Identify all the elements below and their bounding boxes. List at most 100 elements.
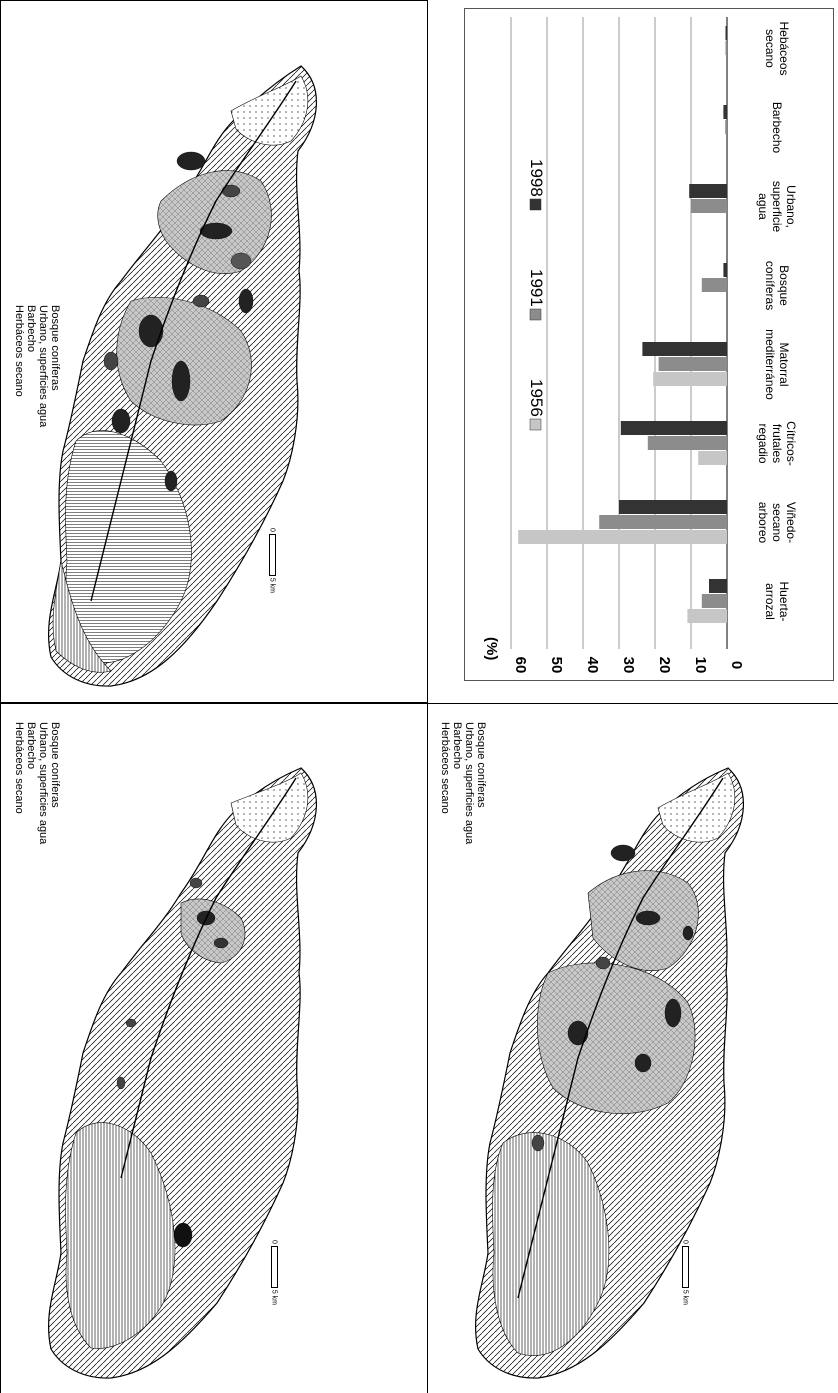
bar-1991-3 bbox=[658, 357, 727, 371]
tick-label: 60 bbox=[512, 657, 529, 674]
land-use-patch bbox=[111, 408, 131, 434]
category-label-line: Hebáceos bbox=[777, 21, 791, 75]
bar-1998-6 bbox=[723, 105, 727, 119]
legend-item-urbano: Urbano, superficies agua bbox=[463, 722, 475, 845]
y-axis-title: (%) bbox=[483, 637, 500, 660]
bar-1991-7 bbox=[725, 41, 727, 55]
map-panel-top bbox=[0, 0, 428, 703]
land-use-patch bbox=[192, 294, 210, 308]
bar-chart-svg: 0 10 20 30 40 50 60 (%) Huerta-arrozal Viñedo-sec… bbox=[483, 17, 798, 674]
tick-label: 0 bbox=[728, 661, 745, 669]
river-line bbox=[517, 777, 724, 1299]
map-panel-bottom-left bbox=[0, 703, 428, 1393]
scale-zero: 0 bbox=[268, 528, 276, 532]
scale-unit: km bbox=[268, 583, 276, 594]
legend-item-herbaceos: Herbáceos secano bbox=[439, 722, 451, 814]
category-label-line: arboreo bbox=[756, 502, 770, 544]
tick-label: 40 bbox=[584, 657, 601, 674]
bar-1991-1 bbox=[599, 515, 727, 529]
bar-1991-5 bbox=[691, 199, 727, 213]
legend-label-1956: 1956 bbox=[527, 379, 546, 417]
category-label-line: Huerta- bbox=[777, 581, 791, 621]
category-label-line: Matorral bbox=[777, 342, 791, 386]
legend-item-urbano: Urbano, superficies agua bbox=[37, 305, 49, 428]
scale-bar-bottom-left: 0 5 km bbox=[271, 1240, 278, 1305]
land-use-patch bbox=[230, 252, 252, 270]
bar-1998-3 bbox=[642, 342, 727, 356]
bar-1956-0 bbox=[687, 609, 727, 623]
scale-unit: km bbox=[681, 1295, 689, 1306]
land-use-map-top bbox=[48, 65, 318, 687]
land-use-patch bbox=[138, 314, 164, 348]
category-label-line: arrozal bbox=[763, 583, 777, 620]
tick-label: 30 bbox=[620, 657, 637, 674]
land-use-patch bbox=[664, 998, 682, 1028]
scale-bar-top: 0 5 km bbox=[269, 528, 276, 593]
land-use-patch bbox=[65, 1122, 176, 1349]
scale-zero: 0 bbox=[681, 1240, 689, 1244]
bar-1998-0 bbox=[709, 579, 727, 593]
bar-1956-3 bbox=[653, 372, 727, 386]
river-line bbox=[120, 777, 297, 1179]
land-use-bar-chart: 0 10 20 30 40 50 60 (%) Huerta-arrozal Viñedo-sec… bbox=[464, 8, 834, 681]
land-use-patch bbox=[595, 956, 611, 970]
tick-label: 20 bbox=[656, 657, 673, 674]
land-use-patch bbox=[199, 222, 233, 240]
legend-swatch-1956 bbox=[529, 418, 542, 431]
bar-1998-4 bbox=[723, 263, 727, 277]
scale-bar-box bbox=[271, 1245, 278, 1288]
land-use-patch bbox=[567, 1020, 589, 1046]
bar-1998-2 bbox=[620, 421, 727, 435]
legend-item-barbecho: Barbecho bbox=[25, 722, 37, 770]
land-use-patch bbox=[180, 898, 246, 964]
land-use-patch bbox=[173, 1222, 193, 1248]
legend-swatch-1991 bbox=[529, 308, 542, 321]
land-use-patch bbox=[635, 910, 661, 926]
scale-zero: 0 bbox=[270, 1240, 278, 1244]
land-use-patch bbox=[230, 75, 309, 146]
scale-bar-box bbox=[682, 1245, 689, 1288]
category-label-line: frutales bbox=[770, 424, 784, 463]
land-use-patch bbox=[634, 1053, 652, 1073]
map-legend-top: Bosque coníferas Urbano, superficies agu… bbox=[13, 305, 61, 427]
scale-five: 5 bbox=[681, 1289, 689, 1294]
bar-1991-6 bbox=[725, 120, 727, 134]
legend-item-bosque: Bosque coníferas bbox=[49, 722, 61, 808]
category-label-line: coníferas bbox=[763, 261, 777, 310]
scale-five: 5 bbox=[268, 577, 276, 582]
category-label: Huerta-arrozal bbox=[763, 581, 791, 621]
land-use-patch bbox=[682, 925, 694, 941]
tick-label: 50 bbox=[548, 657, 565, 674]
legend-item-barbecho: Barbecho bbox=[25, 305, 37, 353]
land-use-patch bbox=[492, 1132, 610, 1356]
category-label: Barbecho bbox=[770, 102, 784, 154]
bar-1956-1 bbox=[518, 530, 727, 544]
legend-label-1998: 1998 bbox=[527, 159, 546, 197]
bar-1998-7 bbox=[725, 26, 727, 40]
land-use-patch bbox=[537, 962, 696, 1114]
category-label-line: secano bbox=[770, 503, 784, 542]
land-use-patch bbox=[230, 772, 309, 843]
land-use-patch bbox=[65, 430, 192, 664]
category-label-line: secano bbox=[763, 29, 777, 68]
bar-1991-4 bbox=[701, 278, 727, 292]
land-use-patch bbox=[125, 1018, 137, 1028]
legend-item-bosque: Bosque coníferas bbox=[49, 305, 61, 391]
river-line bbox=[90, 80, 297, 602]
scale-bar-bottom-right: 0 5 km bbox=[682, 1240, 689, 1305]
map-legend-bottom-right: Bosque coníferas Urbano, superficies agu… bbox=[439, 722, 487, 844]
category-label-line: agua bbox=[756, 193, 770, 220]
land-use-map-bottom-left bbox=[48, 767, 318, 1379]
legend-item-barbecho: Barbecho bbox=[451, 722, 463, 770]
legend-item-bosque: Bosque coníferas bbox=[475, 722, 487, 808]
legend-item-herbaceos: Herbáceos secano bbox=[13, 305, 25, 397]
land-use-patch bbox=[116, 1076, 126, 1090]
legend-label-1991: 1991 bbox=[527, 269, 546, 307]
bar-1991-2 bbox=[647, 436, 727, 450]
category-label-line: regadio bbox=[756, 423, 770, 463]
